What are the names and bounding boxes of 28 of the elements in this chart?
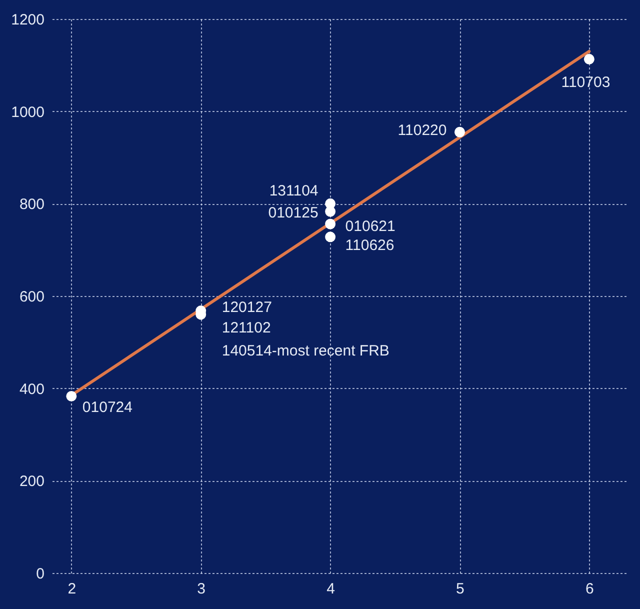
x-tick-label: 6 <box>585 580 594 598</box>
point <box>325 206 336 217</box>
y-tick-label: 1200 <box>11 12 44 28</box>
y-tick-label: 0 <box>36 566 44 582</box>
annotation: 010621 <box>345 218 396 235</box>
y-tick-label: 200 <box>19 473 44 490</box>
annotation: 110703 <box>561 74 610 92</box>
y-tick-label: 800 <box>19 196 44 214</box>
x-tick-label: 3 <box>197 580 206 598</box>
point <box>454 126 465 138</box>
annotation: 140514-most recent FRB <box>222 342 390 360</box>
x-tick-label: 2 <box>68 580 76 598</box>
annotation: 110626 <box>345 236 394 254</box>
annotation: 110220 <box>398 122 447 140</box>
annotation: 010125 <box>268 204 318 222</box>
point <box>325 232 336 242</box>
point <box>584 54 594 64</box>
y-tick-label: 600 <box>19 288 44 306</box>
point <box>66 390 77 402</box>
point <box>325 218 336 230</box>
annotation: 131104 <box>269 182 318 200</box>
annotation: 121102 <box>222 319 271 336</box>
annotation: 120127 <box>222 298 272 316</box>
y-tick-label: 400 <box>19 380 44 398</box>
annotation: 010724 <box>82 399 132 416</box>
x-tick-label: 5 <box>456 580 464 598</box>
y-tick-label: 1000 <box>11 104 44 121</box>
x-tick-label: 4 <box>326 580 335 598</box>
